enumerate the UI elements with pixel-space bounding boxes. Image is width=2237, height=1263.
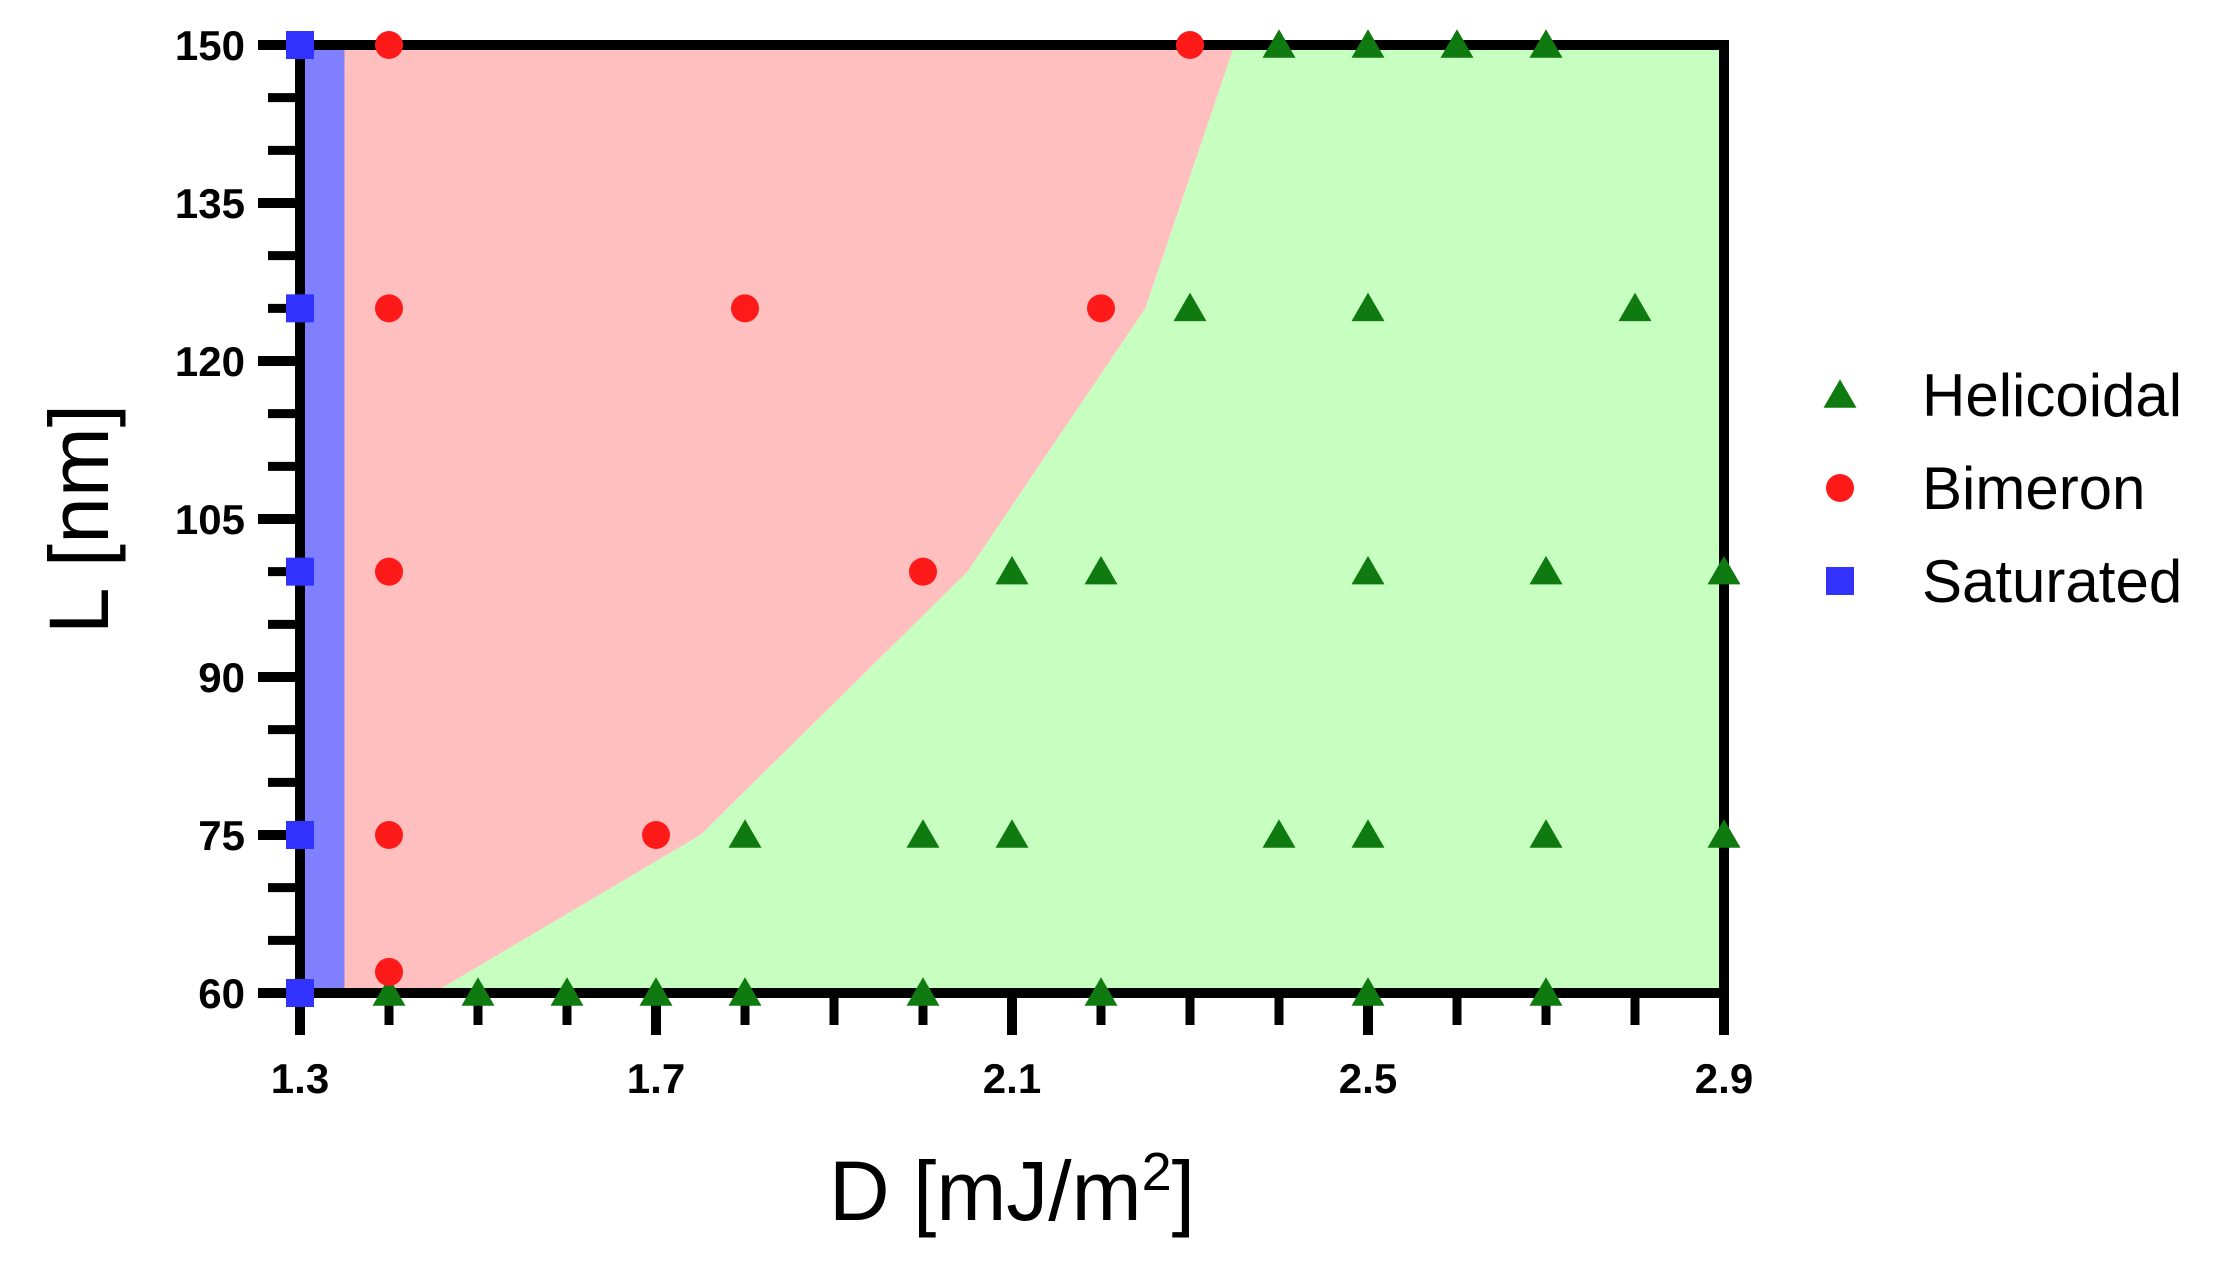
helicoidal-point <box>1529 977 1563 1006</box>
region-bimeron <box>344 45 1235 993</box>
helicoidal-point <box>1707 555 1741 585</box>
legend-label-helicoidal: Helicoidal <box>1922 362 2182 429</box>
helicoidal-point <box>1084 555 1118 585</box>
saturated-point <box>286 557 314 586</box>
phase-regions <box>300 45 1724 993</box>
helicoidal-point <box>995 819 1029 848</box>
tick-labels: 1.3 1.7 2.1 2.5 2.9 60 75 90 105 120 135 150 <box>175 22 1753 1102</box>
x-axis-title-superscript: 2 <box>1142 1142 1172 1202</box>
helicoidal-point <box>728 977 762 1006</box>
series-helicoidal <box>372 29 1741 1006</box>
helicoidal-point <box>906 977 940 1006</box>
region-saturated <box>300 45 345 993</box>
helicoidal-point <box>1351 29 1385 58</box>
helicoidal-point <box>1529 555 1563 585</box>
helicoidal-point <box>639 977 673 1006</box>
bimeron-point <box>1087 294 1115 323</box>
x-tick-label: 1.7 <box>627 1055 685 1102</box>
y-tick-label: 105 <box>175 496 245 543</box>
saturated-point <box>286 821 314 849</box>
helicoidal-point <box>1262 819 1296 848</box>
helicoidal-point <box>1351 977 1385 1006</box>
bimeron-point <box>375 294 403 323</box>
legend: Helicoidal Bimeron Saturated <box>1823 362 2182 615</box>
y-tick-label: 135 <box>175 180 245 227</box>
x-tick-label: 2.1 <box>983 1055 1041 1102</box>
y-tick-label: 60 <box>198 970 245 1017</box>
helicoidal-point <box>1262 29 1296 58</box>
helicoidal-point <box>1618 292 1652 322</box>
helicoidal-point <box>728 819 762 848</box>
helicoidal-point <box>1529 819 1563 848</box>
legend-label-bimeron: Bimeron <box>1922 455 2145 522</box>
legend-marker-helicoidal <box>1823 379 1857 408</box>
helicoidal-point <box>550 977 584 1006</box>
legend-marker-bimeron <box>1826 474 1854 502</box>
data-points <box>286 29 1741 1007</box>
series-bimeron <box>375 31 1204 986</box>
saturated-point <box>286 31 314 59</box>
bimeron-point <box>642 821 670 849</box>
bimeron-point <box>375 821 403 849</box>
helicoidal-point <box>906 819 940 848</box>
helicoidal-point <box>1173 292 1207 322</box>
x-tick-label: 2.5 <box>1339 1055 1397 1102</box>
y-tick-label: 75 <box>198 812 245 859</box>
series-saturated <box>286 31 314 1007</box>
bimeron-point <box>375 31 403 59</box>
x-tick-label: 1.3 <box>271 1055 329 1102</box>
x-axis-title: D [mJ/m2] <box>829 1142 1195 1238</box>
helicoidal-point <box>995 555 1029 585</box>
legend-marker-saturated <box>1826 567 1854 595</box>
y-tick-label: 90 <box>198 654 245 701</box>
region-helicoidal <box>433 45 1724 993</box>
helicoidal-point <box>1351 292 1385 322</box>
legend-label-saturated: Saturated <box>1922 548 2182 615</box>
helicoidal-point <box>1707 819 1741 848</box>
bimeron-point <box>1176 31 1204 59</box>
x-axis-title-end: ] <box>1172 1144 1195 1238</box>
y-axis-title: L [nm] <box>32 404 126 634</box>
bimeron-point <box>909 557 937 586</box>
saturated-point <box>286 294 314 323</box>
helicoidal-point <box>1351 819 1385 848</box>
y-tick-label: 120 <box>175 338 245 385</box>
saturated-point <box>286 979 314 1007</box>
helicoidal-point <box>461 977 495 1006</box>
helicoidal-point <box>1529 29 1563 58</box>
helicoidal-point <box>1351 555 1385 585</box>
helicoidal-point <box>372 977 406 1006</box>
bimeron-point <box>375 557 403 586</box>
legend-item-saturated: Saturated <box>1826 548 2182 615</box>
helicoidal-point <box>1084 977 1118 1006</box>
legend-item-bimeron: Bimeron <box>1826 455 2145 522</box>
x-tick-label: 2.9 <box>1695 1055 1753 1102</box>
y-tick-label: 150 <box>175 22 245 69</box>
plot-frame <box>295 40 1729 998</box>
bimeron-point <box>375 957 403 986</box>
bimeron-point <box>731 294 759 323</box>
helicoidal-point <box>1440 29 1474 58</box>
legend-item-helicoidal: Helicoidal <box>1823 362 2182 429</box>
x-axis-title-main: D [mJ/m <box>829 1144 1142 1238</box>
